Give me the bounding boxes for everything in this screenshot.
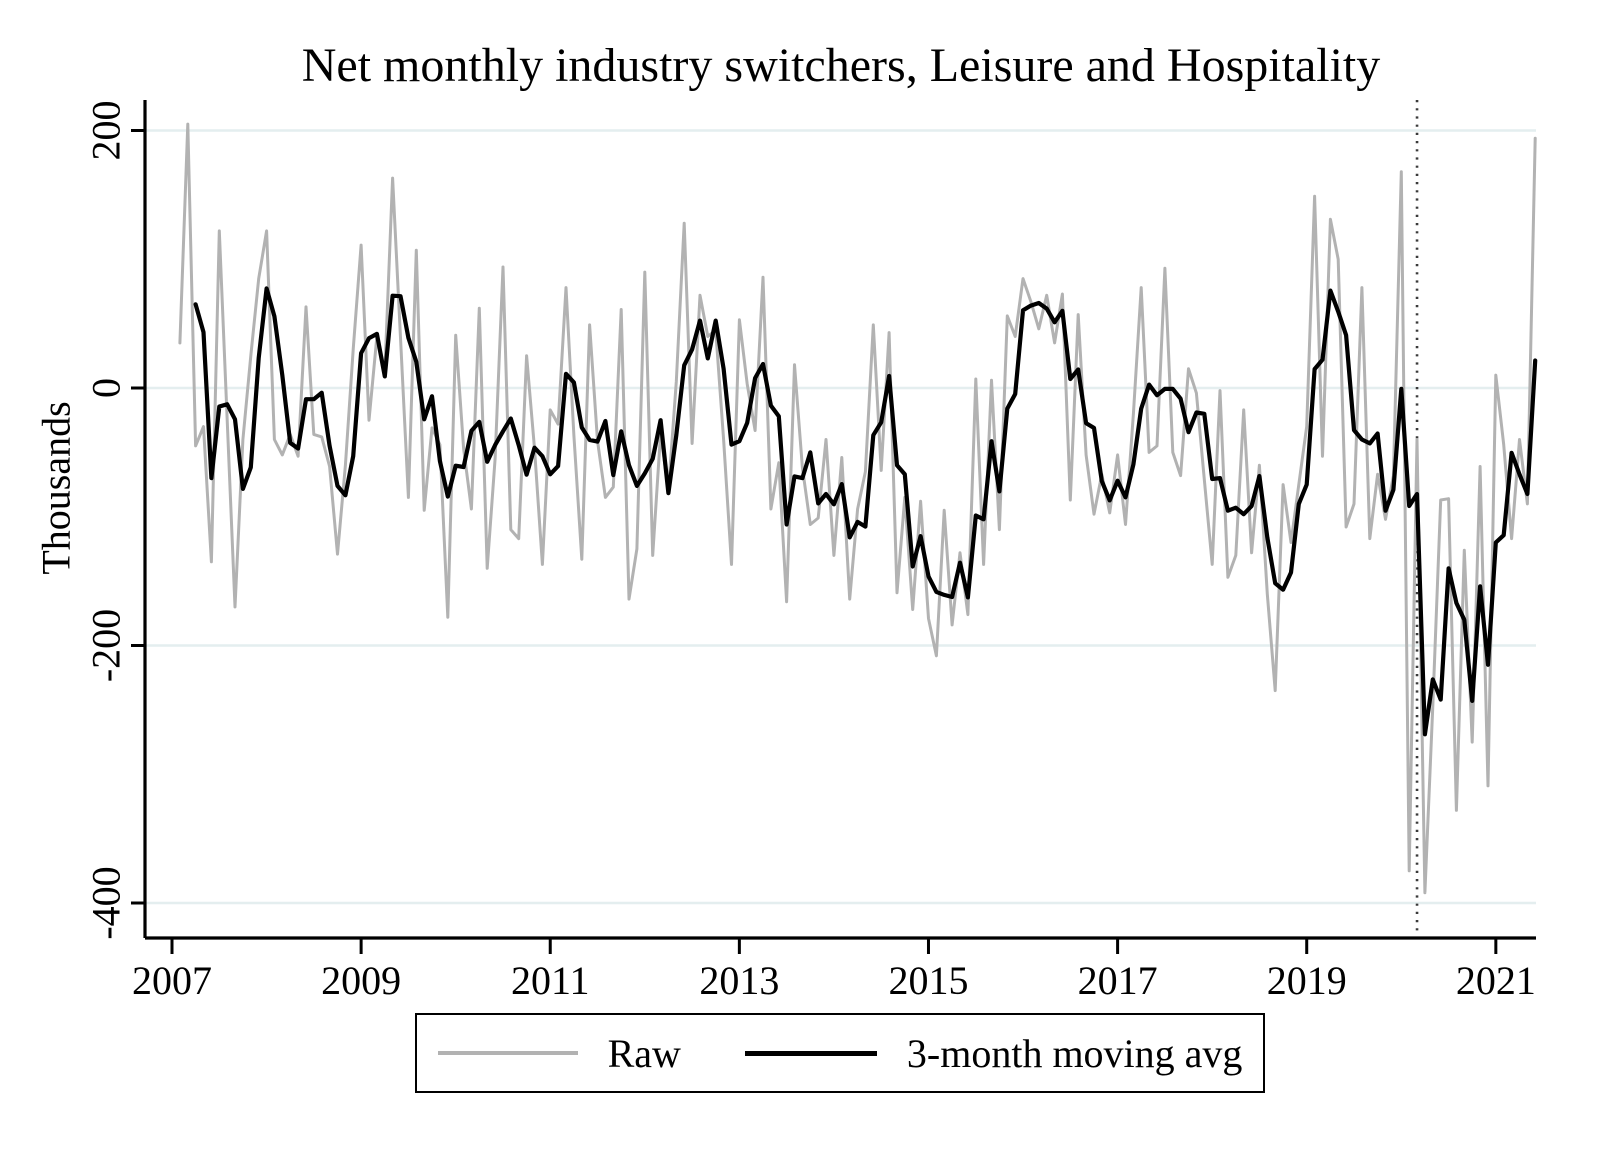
chart-title: Net monthly industry switchers, Leisure … bbox=[301, 39, 1381, 92]
legend-item-raw: Raw bbox=[437, 1030, 681, 1077]
legend-label-ma: 3-month moving avg bbox=[906, 1030, 1243, 1076]
y-tick-label-200: 200 bbox=[84, 101, 129, 161]
raw-line-sample bbox=[437, 1051, 578, 1055]
series-moving-avg-line bbox=[193, 286, 1538, 737]
y-tick-label-0: 0 bbox=[84, 378, 129, 398]
moving-avg-line-sample bbox=[744, 1050, 877, 1056]
x-tick-label-2007: 2007 bbox=[132, 958, 212, 1003]
y-tick-label--200: -200 bbox=[84, 609, 129, 682]
x-tick-label-2019: 2019 bbox=[1267, 958, 1347, 1003]
x-tick-label-2009: 2009 bbox=[321, 958, 401, 1003]
x-tick-label-2013: 2013 bbox=[699, 958, 779, 1003]
legend-item-ma: 3-month moving avg bbox=[744, 1030, 1243, 1077]
y-tick-label--400: -400 bbox=[84, 866, 129, 939]
legend-label-raw: Raw bbox=[607, 1030, 681, 1076]
x-tick-label-2017: 2017 bbox=[1078, 958, 1158, 1003]
x-tick-label-2015: 2015 bbox=[888, 958, 968, 1003]
x-tick-label-2021: 2021 bbox=[1456, 958, 1536, 1003]
x-tick-label-2011: 2011 bbox=[511, 958, 590, 1003]
series-raw-line bbox=[178, 122, 1537, 895]
legend: Raw 3-month moving avg bbox=[415, 1013, 1265, 1093]
